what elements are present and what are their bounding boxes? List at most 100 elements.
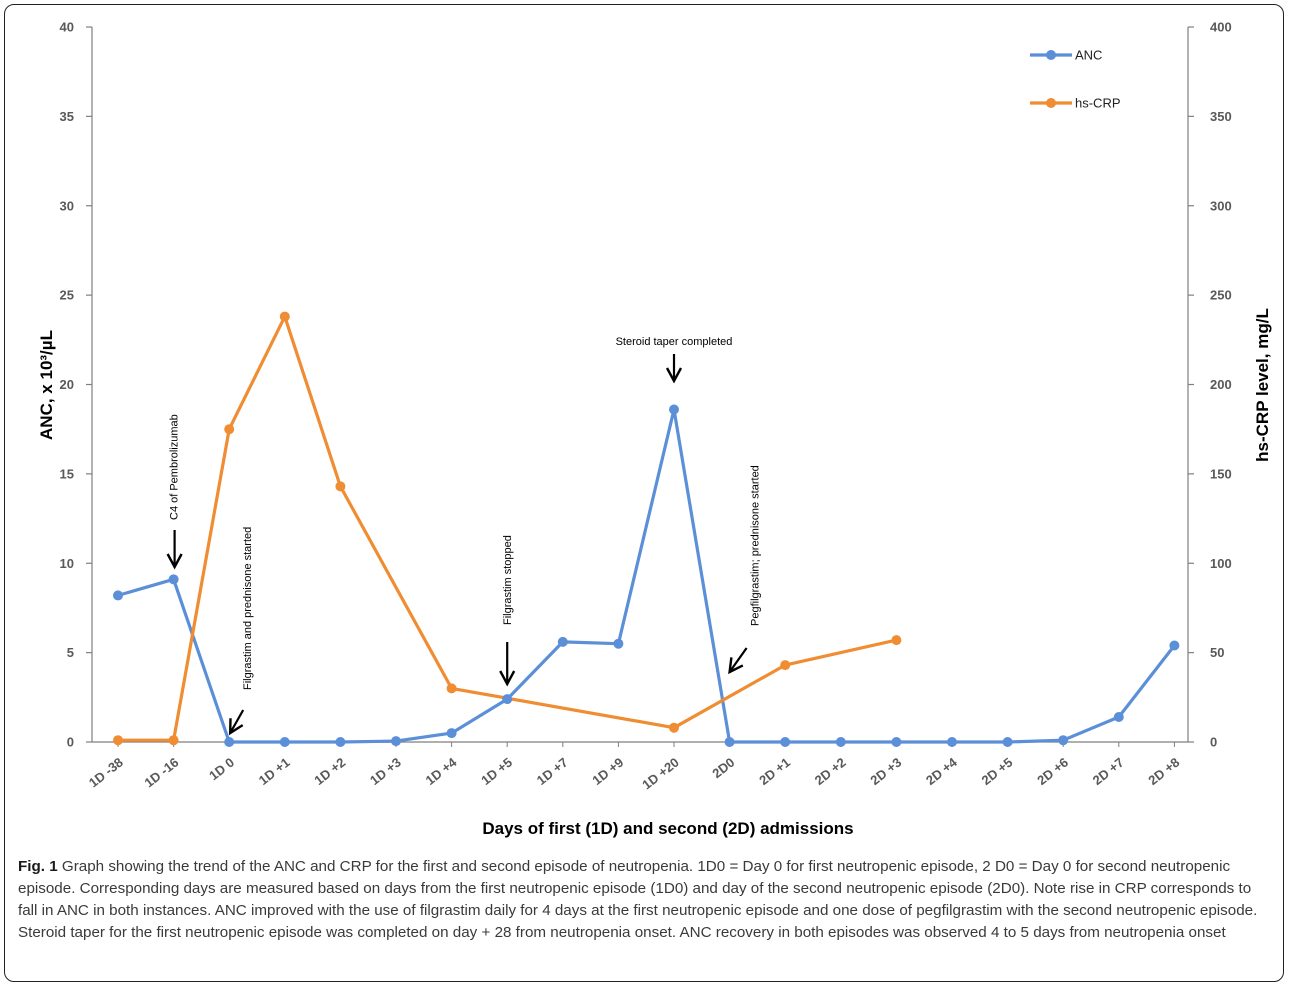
annotation-arrow-c4: [166, 530, 183, 570]
y-tick-label-left: 15: [60, 466, 74, 481]
data-point-anc: [947, 737, 957, 747]
annotation-arrow-head: [728, 657, 744, 675]
annotation-text-pegfilgrastim: Pegfilgrastim; prednisone started: [750, 465, 762, 626]
y-tick-label-left: 25: [60, 288, 74, 303]
caption-label: Fig. 1: [18, 858, 58, 875]
x-tick-label: 1D +5: [478, 755, 515, 788]
annotation-arrow-shaft: [229, 709, 245, 734]
data-point-anc: [669, 404, 679, 415]
data-point-hs-crp: [891, 635, 902, 646]
y-tick-label-right: 150: [1210, 466, 1232, 481]
data-point-anc: [835, 737, 846, 747]
axes: 0510152025303540050100150200250300350400…: [60, 20, 1232, 793]
data-point-hs-crp: [279, 311, 290, 322]
x-tick-label: 1D +4: [423, 754, 460, 788]
data-point-anc: [279, 737, 290, 747]
y-tick-label-left: 10: [60, 556, 74, 571]
y-tick-label-left: 35: [60, 109, 74, 124]
data-point-anc: [613, 638, 624, 649]
data-point-anc: [224, 737, 235, 747]
x-tick-label: 1D -38: [86, 755, 126, 791]
data-point-hs-crp: [446, 683, 457, 694]
y-tick-label-left: 5: [67, 645, 74, 660]
annotation-arrow-steroid-taper: [665, 354, 683, 384]
x-tick-label: 2D +1: [756, 755, 793, 788]
x-tick-label: 2D +8: [1145, 755, 1182, 788]
x-tick-label: 2D +4: [923, 754, 960, 788]
data-point-anc: [780, 737, 791, 747]
y-tick-label-left: 0: [67, 735, 74, 750]
y-tick-label-right: 250: [1210, 288, 1232, 303]
y-axis-title-right: hs-CRP level, mg/L: [1253, 308, 1272, 462]
y-tick-label-left: 20: [60, 377, 74, 392]
figure-caption: Fig. 1 Graph showing the trend of the AN…: [18, 856, 1268, 944]
y-tick-label-left: 40: [60, 20, 74, 35]
x-tick-label: 2D0: [709, 755, 737, 782]
x-tick-label: 2D +2: [812, 755, 849, 788]
annotation-arrow-pegfilgrastim: [728, 647, 748, 675]
data-point-anc: [502, 694, 513, 705]
series-points: [113, 311, 1180, 747]
annotation-text-steroid-taper: Steroid taper completed: [616, 336, 733, 348]
y-tick-label-right: 300: [1210, 198, 1232, 213]
x-tick-label: 1D +2: [311, 755, 348, 788]
data-point-hs-crp: [780, 660, 791, 671]
y-tick-label-right: 350: [1210, 109, 1232, 124]
line-chart: 0510152025303540050100150200250300350400…: [37, 20, 1272, 839]
legend-marker: [1046, 98, 1056, 108]
annotation-arrow-shaft: [728, 647, 748, 673]
data-point-anc: [891, 737, 902, 747]
data-point-anc: [1113, 711, 1124, 722]
data-point-anc: [724, 737, 735, 747]
annotations: C4 of Pembrolizumab Filgrastim and predni…: [166, 336, 762, 736]
data-point-anc: [557, 636, 568, 647]
legend: ANC hs-CRP: [1030, 48, 1121, 111]
x-tick-label: 2D +7: [1090, 755, 1127, 788]
x-tick-label: 2D +5: [979, 755, 1016, 788]
y-tick-label-right: 100: [1210, 556, 1232, 571]
x-tick-label: 1D +9: [589, 755, 626, 788]
data-point-hs-crp: [669, 722, 679, 733]
legend-label: ANC: [1075, 48, 1102, 63]
data-point-anc: [335, 737, 346, 747]
x-tick-label: 1D +1: [256, 755, 293, 788]
y-tick-label-right: 0: [1210, 735, 1217, 750]
data-point-anc: [1058, 735, 1069, 746]
caption-text: Graph showing the trend of the ANC and C…: [18, 858, 1258, 941]
data-point-hs-crp: [224, 424, 235, 435]
y-tick-label-right: 200: [1210, 377, 1232, 392]
legend-marker: [1046, 50, 1056, 60]
annotation-arrow-head: [499, 670, 516, 687]
annotation-arrow-filgrastim-stopped: [499, 642, 516, 687]
annotation-arrow-head: [665, 367, 683, 384]
data-point-anc: [168, 574, 179, 585]
series-lines: [117, 315, 1176, 744]
annotation-text-c4: C4 of Pembrolizumab: [169, 414, 181, 520]
annotation-text-filgrastim-started: Filgrastim and prednisone started: [242, 527, 254, 690]
annotation-arrow-head: [166, 553, 183, 570]
series-line-anc: [117, 407, 1176, 744]
y-tick-label-right: 400: [1210, 20, 1232, 35]
data-point-hs-crp: [168, 735, 179, 746]
data-point-hs-crp: [113, 735, 123, 746]
x-tick-label: 1D +7: [534, 755, 571, 788]
data-point-anc: [1002, 737, 1013, 747]
data-point-anc: [391, 736, 401, 747]
y-tick-label-left: 30: [60, 198, 74, 213]
x-tick-label: 2D +6: [1034, 755, 1071, 788]
data-point-anc: [446, 728, 457, 739]
data-point-anc: [113, 590, 123, 601]
y-tick-label-right: 50: [1210, 645, 1224, 660]
legend-label: hs-CRP: [1075, 96, 1121, 111]
x-tick-label: 1D +3: [367, 755, 404, 788]
annotation-text-filgrastim-stopped: Filgrastim stopped: [502, 535, 514, 625]
y-axis-title-left: ANC, x 10³/µL: [37, 330, 56, 440]
data-point-anc: [1169, 640, 1180, 651]
annotation-arrow-head: [228, 718, 244, 736]
x-tick-label: 1D -16: [141, 755, 181, 791]
data-point-hs-crp: [335, 481, 346, 492]
x-axis-title: Days of first (1D) and second (2D) admis…: [482, 819, 853, 838]
x-tick-label: 1D +20: [639, 755, 682, 793]
x-tick-label: 1D 0: [206, 755, 237, 784]
x-tick-label: 2D +3: [867, 755, 904, 788]
